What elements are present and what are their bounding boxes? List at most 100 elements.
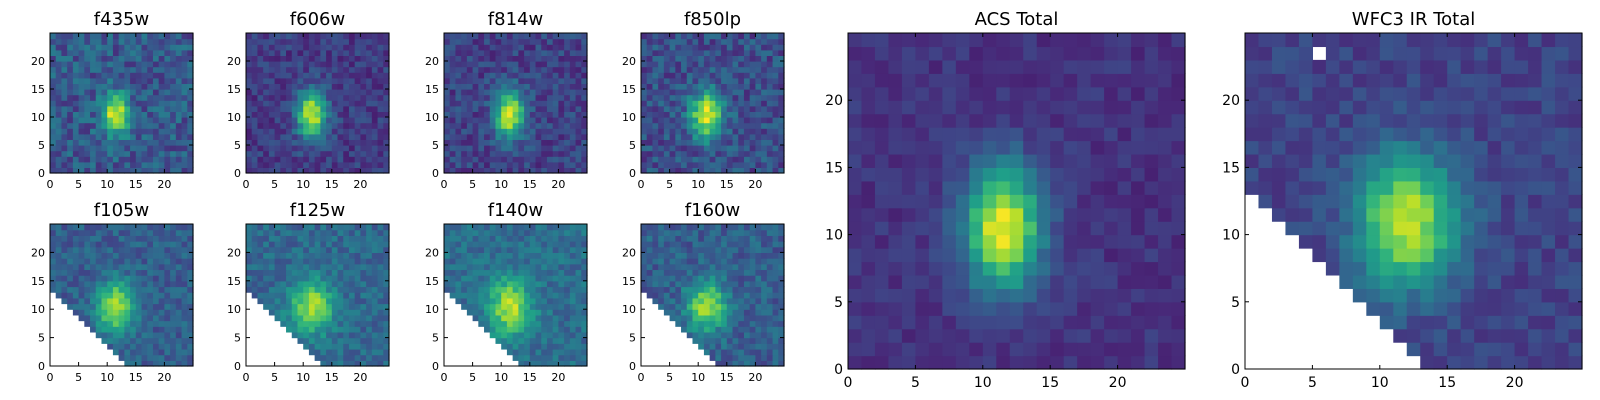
heatmap-pixel: [61, 44, 68, 51]
heatmap-pixel: [506, 258, 514, 265]
heatmap-pixel: [251, 145, 259, 152]
heatmap-pixel: [354, 229, 361, 236]
heatmap-pixel: [703, 66, 711, 73]
heatmap-pixel: [343, 258, 350, 265]
heatmap-pixel: [444, 161, 451, 168]
heatmap-pixel: [291, 258, 299, 265]
heatmap-pixel: [675, 72, 682, 79]
heatmap-pixel: [715, 122, 722, 129]
heatmap-pixel: [472, 105, 479, 112]
heatmap-pixel: [461, 72, 468, 79]
heatmap-pixel: [726, 61, 734, 68]
heatmap-pixel: [124, 77, 131, 84]
heatmap-pixel: [377, 49, 384, 56]
heatmap-pixel: [371, 269, 379, 276]
heatmap-pixel: [280, 269, 287, 276]
heatmap-pixel: [383, 66, 390, 73]
heatmap-pixel: [755, 354, 762, 361]
heatmap-pixel: [170, 275, 177, 282]
heatmap-pixel: [337, 44, 344, 51]
heatmap-pixel: [749, 343, 756, 350]
heatmap-pixel: [343, 246, 350, 253]
heatmap-pixel: [141, 246, 148, 253]
x-tick-label: 0: [441, 371, 448, 384]
heatmap-pixel: [107, 224, 114, 231]
heatmap-pixel: [715, 320, 722, 327]
heatmap-pixel: [107, 89, 114, 96]
heatmap-pixel: [558, 343, 565, 350]
heatmap-pixel: [709, 297, 716, 305]
heatmap-pixel: [761, 224, 768, 231]
y-tick-label: 10: [31, 111, 45, 124]
heatmap-pixel: [175, 145, 183, 152]
heatmap-pixel: [348, 150, 356, 157]
heatmap-pixel: [257, 61, 264, 68]
heatmap-pixel: [251, 111, 259, 118]
heatmap-pixel: [675, 167, 682, 174]
heatmap-pixel: [652, 122, 659, 129]
heatmap-pixel: [354, 72, 361, 79]
heatmap-pixel: [444, 61, 451, 68]
heatmap-pixel: [170, 280, 177, 288]
heatmap-pixel: [147, 111, 154, 118]
heatmap-pixel: [377, 100, 384, 107]
heatmap-pixel: [675, 139, 682, 146]
heatmap-pixel: [581, 133, 588, 140]
heatmap-pixel: [90, 33, 97, 40]
heatmap-pixel: [303, 241, 310, 248]
heatmap-pixel: [546, 331, 554, 339]
y-tick-label: 5: [234, 139, 241, 152]
heatmap-pixel: [489, 44, 497, 51]
heatmap-pixel: [535, 133, 542, 140]
heatmap-pixel: [383, 49, 390, 56]
heatmap-pixel: [263, 55, 270, 62]
heatmap-pixel: [466, 38, 474, 45]
heatmap-pixel: [449, 139, 457, 146]
heatmap-pixel: [444, 156, 451, 163]
heatmap-pixel: [766, 44, 774, 51]
heatmap-pixel: [569, 354, 577, 361]
heatmap-pixel: [506, 286, 514, 293]
heatmap-pixel: [141, 55, 148, 62]
heatmap-pixel: [377, 89, 384, 96]
heatmap-pixel: [552, 354, 559, 361]
heatmap-pixel: [314, 167, 321, 174]
heatmap-pixel: [158, 303, 165, 310]
heatmap-pixel: [297, 269, 304, 276]
heatmap-pixel: [749, 292, 756, 299]
heatmap-pixel: [749, 263, 756, 271]
heatmap-pixel: [366, 44, 373, 51]
heatmap-pixel: [541, 303, 548, 310]
heatmap-pixel: [581, 292, 588, 299]
heatmap-pixel: [50, 235, 57, 242]
heatmap-pixel: [366, 331, 373, 339]
heatmap-pixel: [749, 111, 756, 118]
heatmap-pixel: [141, 263, 148, 271]
heatmap-pixel: [164, 241, 171, 248]
heatmap-pixel: [709, 241, 716, 248]
heatmap-pixel: [95, 111, 103, 118]
heatmap-pixel: [274, 150, 281, 157]
heatmap-pixel: [772, 77, 779, 84]
heatmap-pixel: [124, 122, 131, 129]
heatmap-pixel: [84, 100, 91, 107]
heatmap-pixel: [360, 326, 367, 333]
heatmap-pixel: [371, 150, 379, 157]
heatmap-pixel: [552, 55, 559, 62]
heatmap-pixel: [558, 263, 565, 271]
heatmap-pixel: [326, 309, 333, 316]
heatmap-pixel: [703, 252, 711, 259]
heatmap-pixel: [360, 263, 367, 271]
heatmap-pixel: [715, 280, 722, 288]
heatmap-pixel: [552, 303, 559, 310]
heatmap-pixel: [61, 105, 68, 112]
heatmap-pixel: [78, 61, 85, 68]
heatmap-pixel: [67, 83, 74, 90]
heatmap-pixel: [766, 252, 774, 259]
heatmap-pixel: [67, 77, 74, 84]
heatmap-pixel: [686, 286, 694, 293]
heatmap-pixel: [158, 331, 165, 339]
heatmap-pixel: [90, 241, 97, 248]
heatmap-pixel: [552, 38, 559, 45]
heatmap-pixel: [529, 111, 537, 118]
